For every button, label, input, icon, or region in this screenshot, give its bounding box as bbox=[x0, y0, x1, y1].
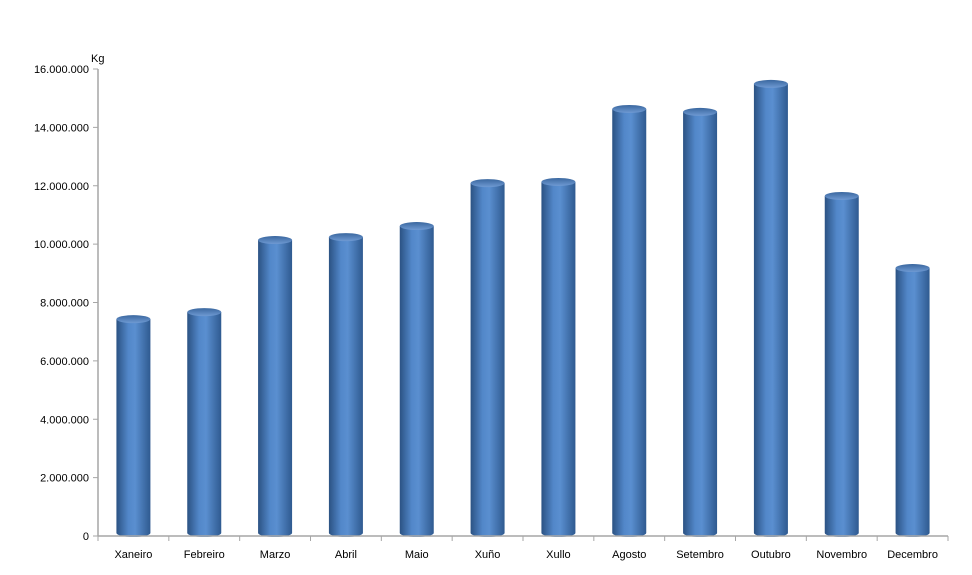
x-tick-label: Marzo bbox=[260, 549, 291, 561]
bar-body bbox=[683, 111, 718, 537]
bar-body bbox=[399, 226, 434, 537]
bar-body bbox=[258, 240, 293, 537]
y-tick-label: 0 bbox=[83, 531, 89, 543]
bar-cap bbox=[895, 264, 930, 273]
bar-body bbox=[328, 237, 363, 537]
bars bbox=[116, 79, 930, 538]
bar-cap bbox=[116, 315, 151, 324]
bar-cap bbox=[541, 177, 576, 186]
x-tick-label: Febreiro bbox=[184, 549, 225, 561]
y-tick-label: 4.000.000 bbox=[40, 414, 89, 426]
bar bbox=[187, 308, 222, 537]
x-tick-label: Setembro bbox=[676, 549, 724, 561]
y-tick-label: 8.000.000 bbox=[40, 298, 89, 310]
x-tick-label: Abril bbox=[335, 549, 357, 561]
x-axis: Xaneiro Febreiro Marzo Abril Maio Xuño Xullo Ag… bbox=[97, 535, 949, 561]
x-tick-label: Maio bbox=[405, 549, 429, 561]
bar-body bbox=[824, 195, 859, 537]
x-tick-label: Agosto bbox=[612, 549, 646, 561]
x-tick-label: Xullo bbox=[546, 549, 570, 561]
bar-body bbox=[116, 319, 151, 537]
bar bbox=[895, 264, 930, 537]
y-tick-label: 14.000.000 bbox=[34, 122, 89, 134]
x-tick-label: Novembro bbox=[816, 549, 867, 561]
bar-cap bbox=[612, 104, 647, 113]
bar bbox=[116, 315, 151, 537]
bar-body bbox=[187, 312, 222, 537]
bar-body bbox=[753, 83, 788, 538]
bar bbox=[753, 79, 788, 538]
bar bbox=[399, 222, 434, 537]
y-axis: 0 2.000.000 4.000.000 6.000.000 8.000.000 10.… bbox=[34, 64, 99, 543]
bar bbox=[612, 104, 647, 537]
bar-cap bbox=[399, 222, 434, 231]
bar bbox=[470, 179, 505, 538]
bar-cap bbox=[258, 236, 293, 245]
bar-body bbox=[895, 268, 930, 537]
bar-cap bbox=[470, 179, 505, 188]
y-axis-label: Kg bbox=[91, 53, 104, 65]
x-tick-label: Decembro bbox=[887, 549, 938, 561]
bar-body bbox=[541, 181, 576, 537]
bar bbox=[824, 191, 859, 537]
bar bbox=[258, 236, 293, 537]
y-tick-label: 10.000.000 bbox=[34, 239, 89, 251]
x-tick-label: Xuño bbox=[475, 549, 501, 561]
x-tick-label: Xaneiro bbox=[114, 549, 152, 561]
bar-cap bbox=[187, 308, 222, 317]
x-tick-label: Outubro bbox=[751, 549, 791, 561]
y-tick-label: 6.000.000 bbox=[40, 356, 89, 368]
bar-cap bbox=[824, 191, 859, 200]
bar-cap bbox=[753, 79, 788, 88]
bar-cap bbox=[328, 233, 363, 242]
bar-cap bbox=[683, 107, 718, 116]
y-tick-label: 12.000.000 bbox=[34, 181, 89, 193]
bar-body bbox=[470, 183, 505, 538]
bar bbox=[328, 233, 363, 537]
y-tick-label: 2.000.000 bbox=[40, 473, 89, 485]
y-tick-label: 16.000.000 bbox=[34, 64, 89, 76]
bar bbox=[683, 107, 718, 537]
bar-body bbox=[612, 108, 647, 537]
bar bbox=[541, 177, 576, 537]
